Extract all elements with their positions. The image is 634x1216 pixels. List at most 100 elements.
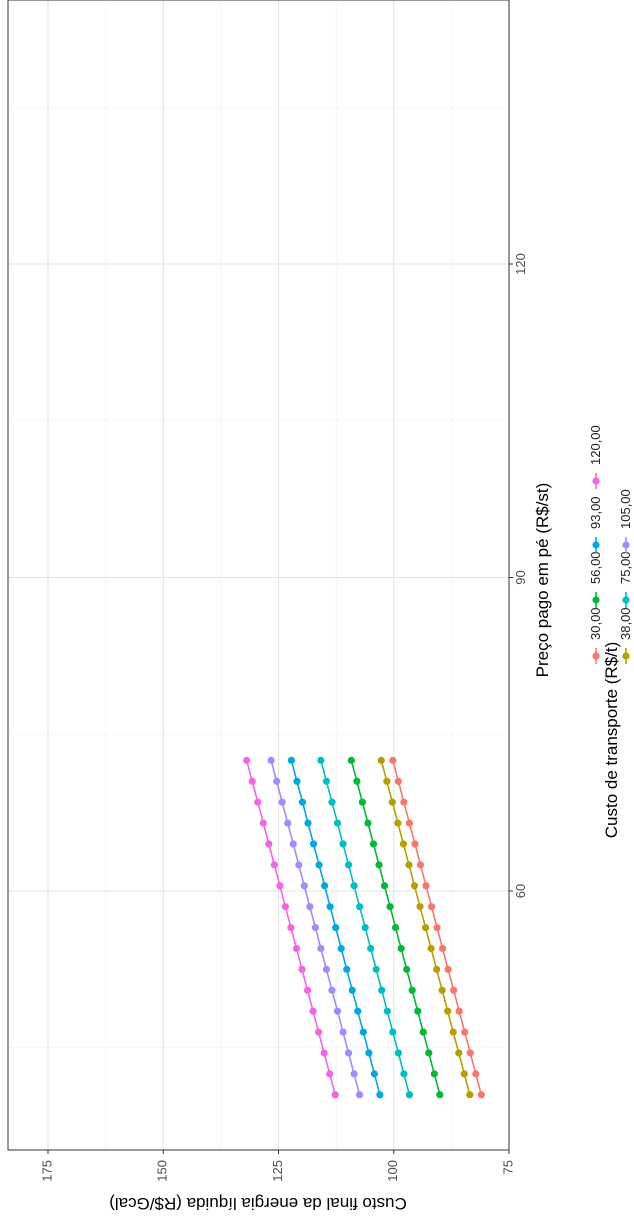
data-point <box>254 798 262 806</box>
data-point <box>358 798 367 806</box>
data-point <box>317 944 325 953</box>
y-tick-label: 175 <box>39 1160 54 1182</box>
data-point <box>433 965 441 973</box>
series-120,00 <box>243 756 339 1099</box>
legend: Custo de transporte (R$/t) 30,00 56,00 93,… <box>588 425 633 838</box>
data-point <box>400 1070 408 1078</box>
legend-item-30,00: 30,00 <box>588 607 603 664</box>
data-point <box>364 819 372 827</box>
series-93,00 <box>287 756 384 1099</box>
data-point <box>383 1007 391 1015</box>
data-point <box>270 861 278 869</box>
data-point <box>427 944 435 953</box>
x-tick-label: 120 <box>513 253 528 275</box>
data-point <box>369 840 378 848</box>
data-point <box>303 986 312 994</box>
data-point <box>278 798 286 806</box>
data-point <box>350 1070 358 1078</box>
data-point <box>295 861 303 869</box>
data-point <box>397 944 405 953</box>
data-point <box>265 840 273 848</box>
data-point <box>403 965 411 973</box>
series-105,00 <box>267 756 364 1099</box>
data-point <box>405 861 413 869</box>
y-axis-title: Custo final da energia líquida (R$/Gcal) <box>109 1194 407 1213</box>
legend-key-marker <box>622 541 630 549</box>
data-point <box>416 903 424 911</box>
data-point <box>243 756 251 764</box>
data-point <box>328 986 336 994</box>
legend-label: 30,00 <box>588 607 603 640</box>
data-point <box>436 1091 444 1099</box>
data-point <box>421 923 430 932</box>
x-tick-label: 90 <box>513 570 528 584</box>
data-point <box>477 1091 485 1099</box>
data-point <box>377 756 385 764</box>
data-point <box>380 882 389 890</box>
data-point <box>376 1091 384 1099</box>
data-point <box>405 1091 414 1099</box>
data-point <box>293 777 301 785</box>
data-point <box>326 1070 334 1078</box>
data-point <box>430 1070 438 1078</box>
legend-label: 120,00 <box>588 425 603 465</box>
data-point <box>343 965 351 973</box>
legend-key-marker <box>592 477 600 485</box>
data-point <box>455 1049 463 1057</box>
panel-background <box>8 0 509 1150</box>
legend-title: Custo de transporte (R$/t) <box>602 642 621 839</box>
panel-border <box>7 0 510 1151</box>
data-point <box>311 923 319 932</box>
data-point <box>416 861 425 869</box>
data-point <box>322 965 331 973</box>
data-point <box>449 1028 457 1036</box>
data-point <box>354 1007 362 1015</box>
data-point <box>356 903 364 911</box>
data-point <box>472 1070 480 1078</box>
data-point <box>292 944 301 953</box>
data-point <box>466 1049 474 1057</box>
data-point <box>298 965 306 973</box>
data-point <box>405 819 414 827</box>
data-point <box>333 819 342 827</box>
data-point <box>367 944 375 953</box>
data-point <box>356 1091 364 1099</box>
data-point <box>378 986 386 994</box>
data-point <box>433 923 441 932</box>
data-point <box>348 986 356 994</box>
x-axis-title: Preço pago em pé (R$/st) <box>533 483 552 678</box>
data-point <box>438 986 446 994</box>
data-point <box>394 819 402 827</box>
data-point <box>298 798 307 806</box>
series-75,00 <box>317 756 414 1099</box>
legend-key-marker <box>592 596 600 604</box>
data-point <box>309 1007 317 1015</box>
y-tick-label: 125 <box>270 1160 285 1182</box>
data-point <box>422 882 430 890</box>
data-point <box>425 1049 433 1057</box>
data-point <box>461 1028 469 1036</box>
data-point <box>300 882 308 890</box>
axis-ticks: 60 90 120 75 100 125 150 175 <box>39 253 528 1182</box>
data-point <box>450 986 458 994</box>
data-point <box>455 1007 463 1015</box>
data-point <box>427 903 436 911</box>
data-point <box>273 777 281 785</box>
data-point <box>466 1091 474 1099</box>
data-point <box>350 882 358 890</box>
series-38,00 <box>377 756 474 1099</box>
legend-label: 75,00 <box>618 551 633 584</box>
data-point <box>315 861 323 869</box>
data-point <box>411 840 419 848</box>
data-point <box>400 798 408 806</box>
data-point <box>388 798 396 806</box>
legend-key-marker <box>592 652 600 660</box>
data-point <box>408 986 416 994</box>
legend-label: 93,00 <box>588 496 603 529</box>
data-point <box>309 840 318 848</box>
data-point <box>386 903 394 911</box>
data-point <box>391 923 400 932</box>
legend-item-38,00: 38,00 <box>618 607 633 664</box>
data-point <box>394 777 402 785</box>
series-56,00 <box>347 756 444 1099</box>
